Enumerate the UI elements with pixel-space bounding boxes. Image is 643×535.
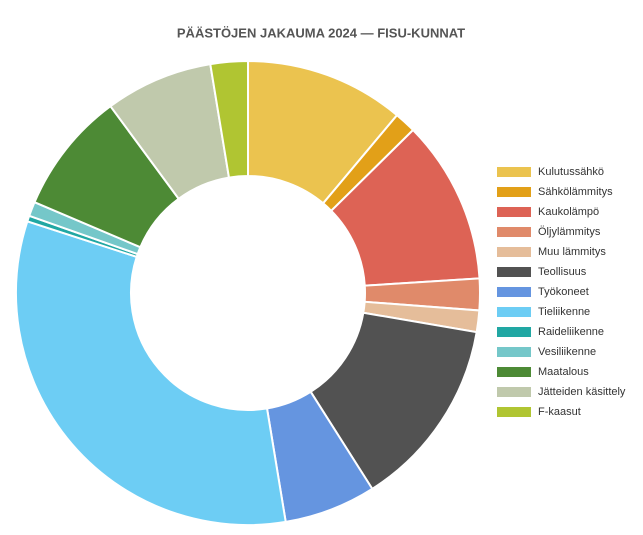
legend-swatch	[497, 347, 531, 357]
legend-label: Kaukolämpö	[538, 206, 599, 218]
legend-label: F-kaasut	[538, 406, 581, 418]
legend-label: Tieliikenne	[538, 306, 590, 318]
legend-label: Raideliikenne	[538, 326, 604, 338]
legend-label: Muu lämmitys	[538, 246, 606, 258]
legend-label: Vesiliikenne	[538, 346, 596, 358]
donut-slice	[309, 311, 478, 491]
donut-slice	[15, 220, 287, 526]
legend-label: Jätteiden käsittely	[538, 386, 626, 398]
legend-swatch	[497, 207, 531, 217]
legend-label: Työkoneet	[538, 286, 589, 298]
legend-swatch	[497, 167, 531, 177]
legend-label: Teollisuus	[538, 266, 587, 278]
legend-swatch	[497, 247, 531, 257]
legend-swatch	[497, 187, 531, 197]
legend-swatch	[497, 287, 531, 297]
legend-label: Sähkölämmitys	[538, 186, 613, 198]
legend-swatch	[497, 367, 531, 377]
legend-swatch	[497, 407, 531, 417]
donut-slice	[209, 59, 249, 179]
legend-label: Maatalous	[538, 366, 589, 378]
legend-label: Öljylämmitys	[538, 226, 601, 238]
legend-swatch	[497, 387, 531, 397]
legend-swatch	[497, 267, 531, 277]
legend-label: Kulutussähkö	[538, 166, 604, 178]
legend-swatch	[497, 307, 531, 317]
legend-swatch	[497, 327, 531, 337]
legend-swatch	[497, 227, 531, 237]
chart-title: PÄÄSTÖJEN JAKAUMA 2024 — FISU-KUNNAT	[177, 25, 465, 40]
